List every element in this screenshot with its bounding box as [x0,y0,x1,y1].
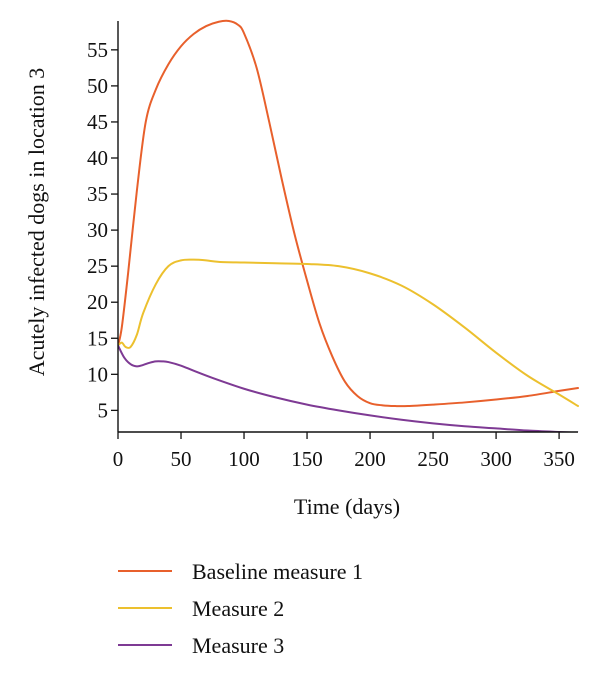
y-tick-label: 10 [87,362,108,386]
x-tick-label: 150 [291,447,323,471]
y-tick-label: 30 [87,218,108,242]
y-tick-label: 50 [87,74,108,98]
x-tick-label: 300 [480,447,512,471]
axes [117,21,578,433]
y-tick-label: 25 [87,254,108,278]
x-axis-title: Time (days) [294,494,400,519]
y-tick-label: 40 [87,146,108,170]
legend-label-2: Measure 2 [192,596,284,621]
x-tick-label: 250 [417,447,449,471]
plot-series [118,19,579,432]
legend: Baseline measure 1 Measure 2 Measure 3 [118,559,363,658]
y-tick-label: 20 [87,290,108,314]
tick-marks: 0 50 100 150 200 250 300 350 5 10 15 20 25 30 35 40 45 50… [87,38,575,471]
x-tick-label: 50 [171,447,192,471]
x-tick-label: 100 [228,447,260,471]
x-tick-label: 350 [543,447,575,471]
y-tick-label: 15 [87,326,108,350]
legend-label-3: Measure 3 [192,633,284,658]
x-tick-label: 0 [113,447,124,471]
series-line-1 [118,19,579,408]
y-tick-label: 5 [98,398,109,422]
y-axis-title: Acutely infected dogs in location 3 [24,68,49,377]
series-line-2 [118,258,579,408]
y-tick-label: 55 [87,38,108,62]
y-tick-label: 35 [87,182,108,206]
y-tick-label: 45 [87,110,108,134]
x-tick-label: 200 [354,447,386,471]
series-line-3 [118,344,579,432]
legend-label-1: Baseline measure 1 [192,559,363,584]
